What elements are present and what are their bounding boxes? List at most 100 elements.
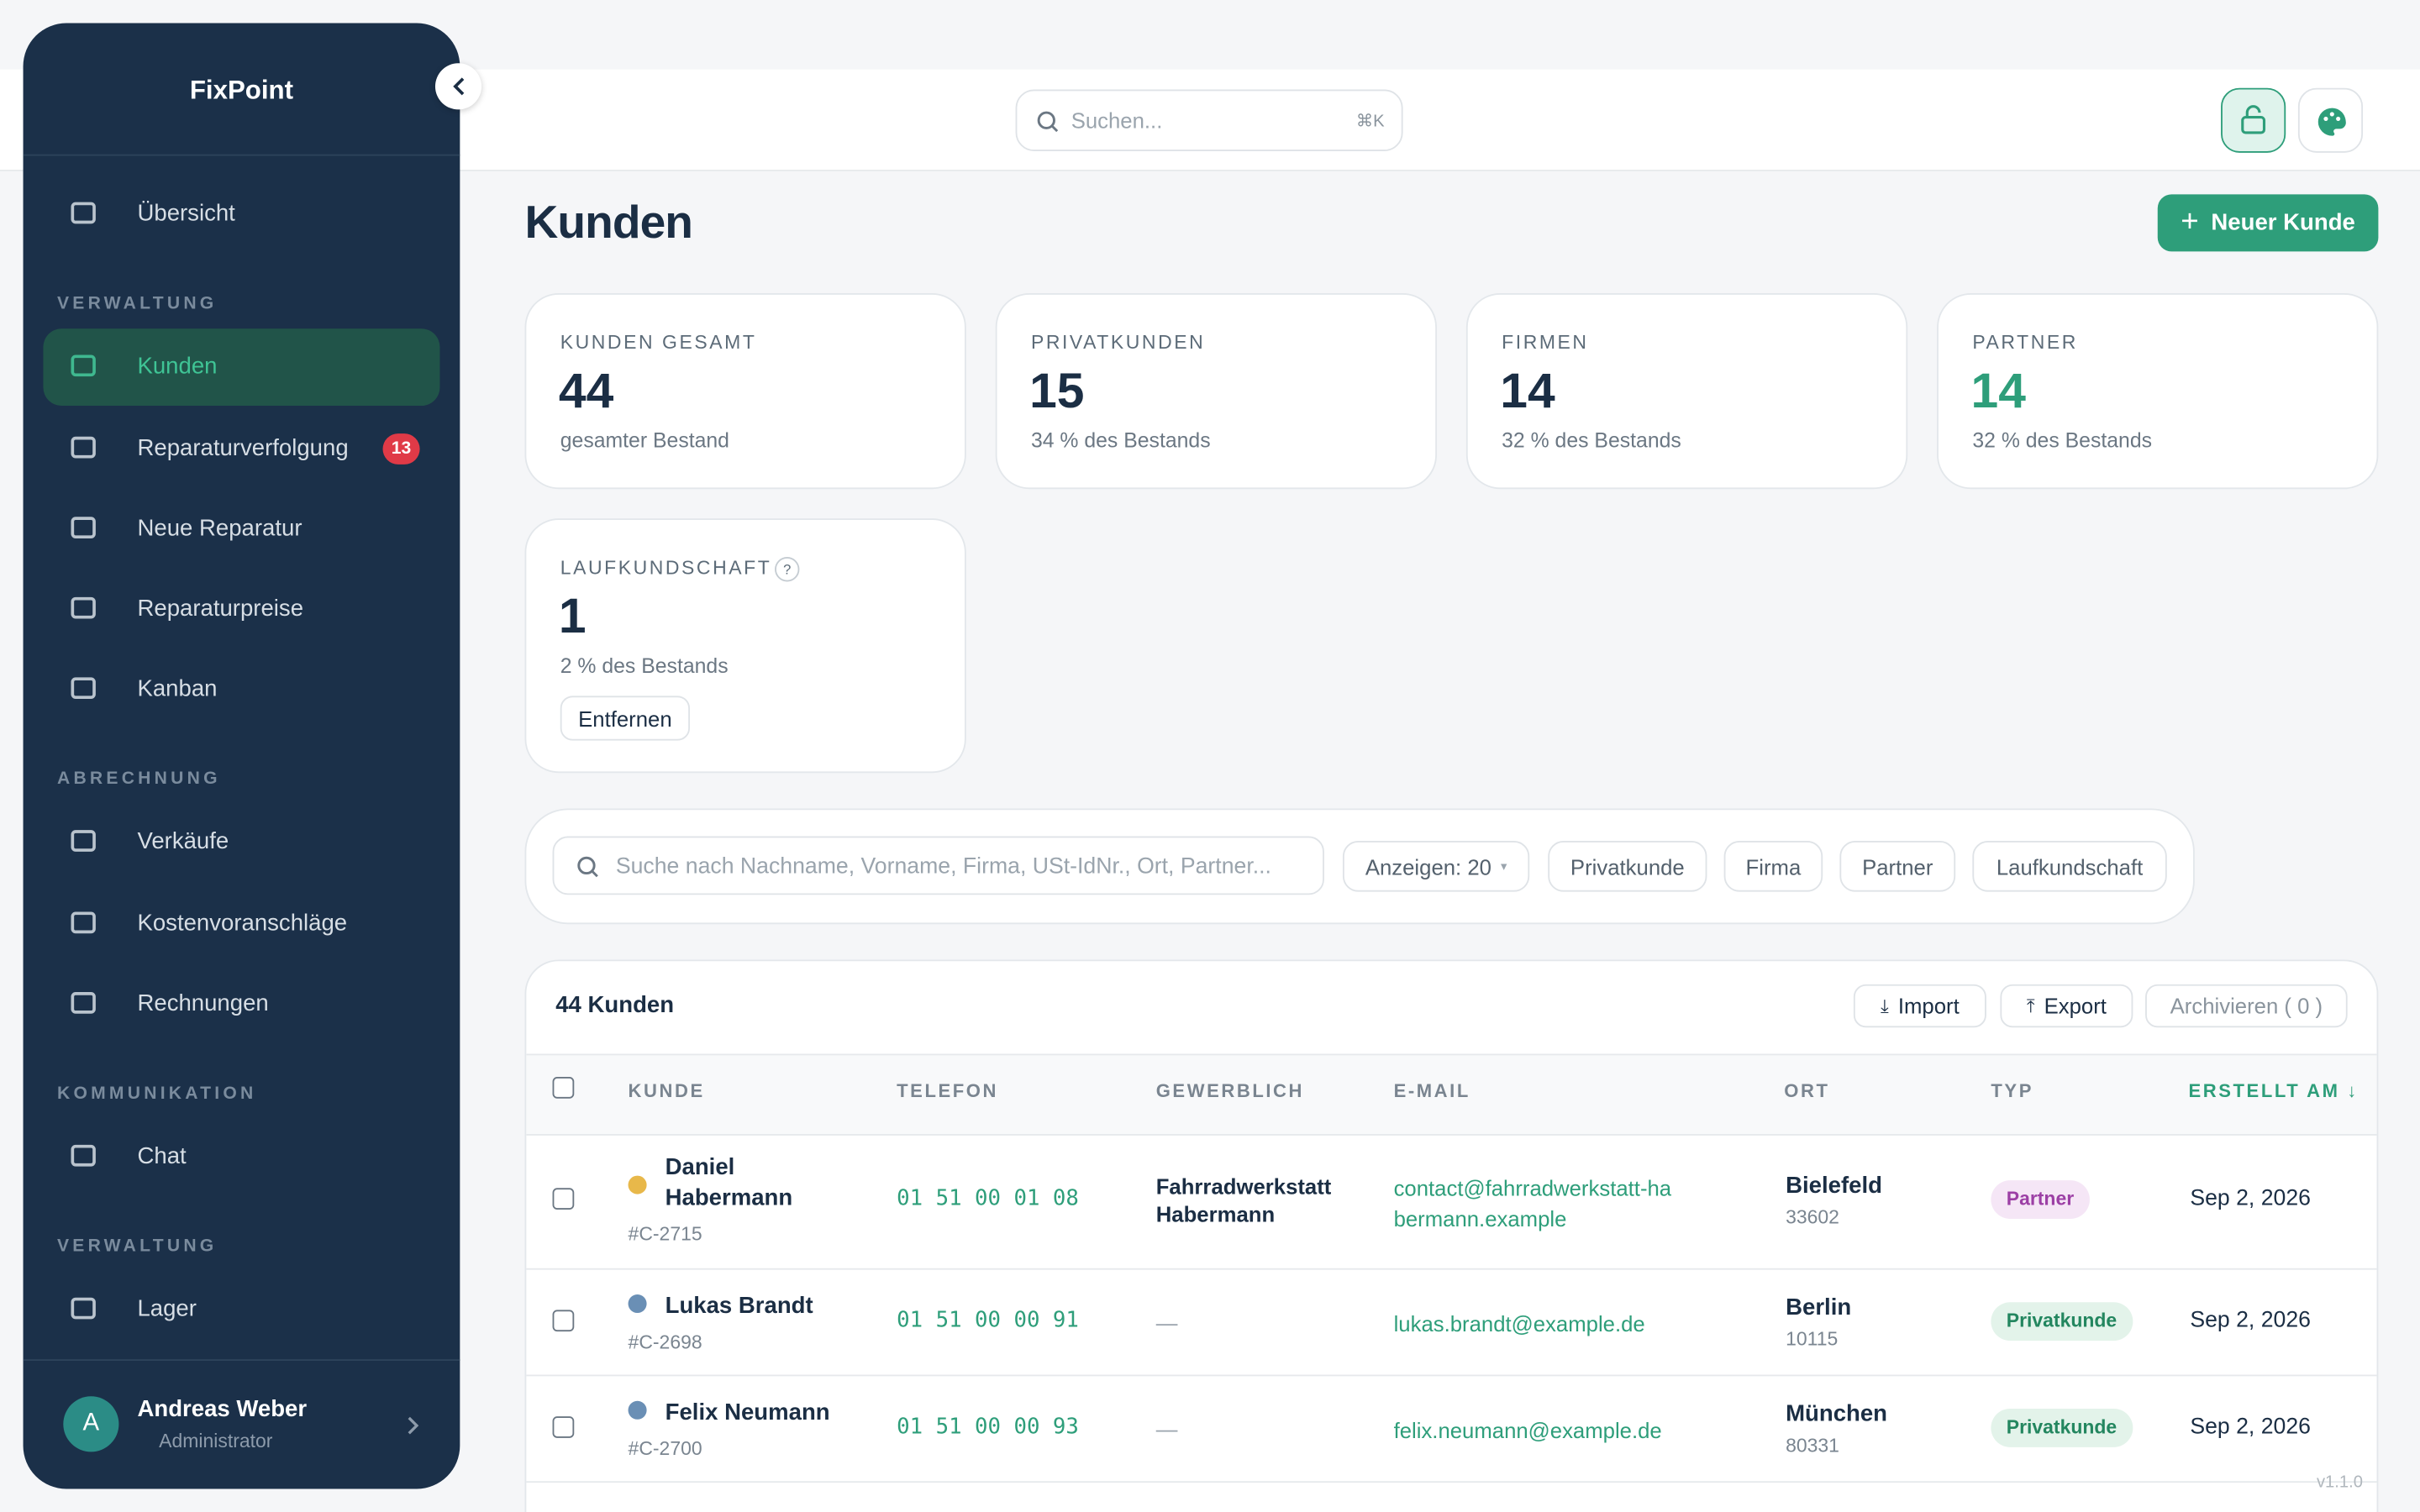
column-header[interactable]: E-MAIL <box>1394 1080 1470 1102</box>
email[interactable]: felix.neumann@example.de <box>1394 1414 1672 1445</box>
nav-item[interactable]: Rechnungen <box>137 990 268 1016</box>
nav-item[interactable]: Kostenvoranschläge <box>137 911 347 937</box>
avatar: A <box>63 1396 118 1452</box>
column-header[interactable]: GEWERBLICH <box>1156 1080 1304 1102</box>
global-search[interactable]: Suchen... ⌘K <box>1016 90 1403 151</box>
column-header[interactable]: ORT <box>1784 1080 1829 1102</box>
row-divider <box>526 1375 2376 1377</box>
divider <box>24 1359 460 1361</box>
lock-icon <box>2239 105 2267 136</box>
stat-note: 34 % des Bestands <box>1031 429 1211 453</box>
collapse-button[interactable] <box>435 63 481 109</box>
plus-icon: + <box>2181 205 2198 240</box>
stat-note: 32 % des Bestands <box>1502 429 1681 453</box>
new-customer-button[interactable]: + Neuer Kunde <box>2158 194 2379 251</box>
stat-card: PARTNER1432 % des Bestands <box>1937 293 2378 489</box>
email[interactable]: lukas.brandt@example.de <box>1394 1308 1672 1339</box>
section-title: KOMMUNIKATION <box>57 1084 257 1103</box>
checkbox[interactable] <box>553 1309 575 1331</box>
palette-icon <box>2317 107 2348 138</box>
created: Sep 2, 2026 <box>2190 1414 2311 1438</box>
section-title: VERWALTUNG <box>57 1237 218 1256</box>
created: Sep 2, 2026 <box>2190 1308 2311 1332</box>
stat-label: FIRMEN <box>1502 332 1588 354</box>
remove-button[interactable]: Entfernen <box>560 696 690 740</box>
search-placeholder: Suchen... <box>1071 108 1163 133</box>
nav-item[interactable]: Kanban <box>137 675 217 701</box>
customer-name[interactable]: Lukas Brandt <box>666 1290 881 1321</box>
zip: 80331 <box>1786 1434 1839 1456</box>
type-icon <box>629 1294 647 1312</box>
nav-icon <box>71 202 95 224</box>
nav-icon <box>71 677 95 699</box>
theme-button[interactable] <box>2298 88 2363 153</box>
stat-card: KUNDEN GESAMT44gesamter Bestand <box>524 293 965 489</box>
page-size[interactable]: Anzeigen: 20 ▾ <box>1343 841 1529 892</box>
filter-chip[interactable]: Privatkunde <box>1548 841 1707 892</box>
nav-item[interactable]: Reparaturpreise <box>137 596 303 622</box>
customer-name[interactable]: Felix Neumann <box>666 1397 881 1428</box>
created: Sep 2, 2026 <box>2190 1186 2311 1210</box>
phone[interactable]: 01 51 00 00 91 <box>897 1308 1079 1332</box>
page-title: Kunden <box>524 197 692 249</box>
filter-chip[interactable]: Firma <box>1724 841 1823 892</box>
stat-note: 32 % des Bestands <box>1972 429 2152 453</box>
column-header[interactable]: TYP <box>1991 1080 2033 1102</box>
divider <box>24 155 460 156</box>
chevron-left <box>450 76 466 97</box>
stat-value: 15 <box>1029 363 1084 420</box>
active-bg <box>43 328 439 406</box>
action-button[interactable]: ⤓Import <box>1854 984 1986 1027</box>
phone[interactable]: 01 51 00 00 93 <box>897 1414 1079 1438</box>
nav-icon <box>71 1145 95 1167</box>
checkbox[interactable] <box>553 1077 575 1099</box>
stat-label: LAUFKUNDSCHAFT <box>560 557 772 579</box>
phone[interactable]: 01 51 00 01 08 <box>897 1186 1079 1210</box>
brand: FixPoint <box>24 76 460 107</box>
nav-item[interactable]: Neue Reparatur <box>137 515 302 541</box>
column-header[interactable]: KUNDE <box>629 1080 705 1102</box>
type-badge: Privatkunde <box>1991 1301 2132 1340</box>
button-label: Neuer Kunde <box>2211 210 2354 236</box>
checkbox[interactable] <box>553 1187 575 1209</box>
nav-item[interactable]: Kunden <box>137 354 217 380</box>
nav-icon <box>71 354 95 376</box>
type-badge: Privatkunde <box>1991 1408 2132 1446</box>
business: Fahrradwerkstatt Habermann <box>1156 1172 1349 1227</box>
customer-name[interactable]: Daniel Habermann <box>666 1152 812 1214</box>
section-title: VERWALTUNG <box>57 295 218 313</box>
count-label: 44 Kunden <box>555 992 674 1018</box>
stat-note: gesamter Bestand <box>560 429 729 453</box>
caret: ▾ <box>1501 859 1507 874</box>
filter-chip[interactable]: Laufkundschaft <box>1972 841 2166 892</box>
customer-search[interactable]: Suche nach Nachname, Vorname, Firma, USt… <box>553 837 1324 895</box>
nav-item[interactable]: Reparaturverfolgung <box>137 435 348 461</box>
nav-item[interactable]: Chat <box>137 1143 186 1169</box>
stat-card: LAUFKUNDSCHAFT?12 % des BestandsEntferne… <box>524 518 965 773</box>
city: Bielefeld <box>1786 1172 1882 1198</box>
filter-chip[interactable]: Partner <box>1839 841 1955 892</box>
search-icon <box>1035 109 1060 134</box>
nav-item[interactable]: Übersicht <box>137 201 234 227</box>
column-header[interactable]: ERSTELLT AM ↓ <box>2188 1080 2358 1102</box>
lock-button[interactable] <box>2221 88 2286 153</box>
action-button[interactable]: ⤒Export <box>2000 984 2133 1027</box>
nav-item[interactable]: Verkäufe <box>137 828 229 854</box>
archive-button[interactable]: Archivieren ( 0 ) <box>2145 984 2348 1027</box>
zip: 10115 <box>1786 1328 1838 1350</box>
stat-card: FIRMEN1432 % des Bestands <box>1466 293 1907 489</box>
email[interactable]: contact@fahrradwerkstatt-habermann.examp… <box>1394 1172 1672 1233</box>
user-name[interactable]: Andreas Weber <box>137 1396 307 1422</box>
checkbox[interactable] <box>553 1415 575 1437</box>
city: Berlin <box>1786 1294 1851 1320</box>
sidebar: FixPoint A Andreas Weber Administrator Ü… <box>24 24 460 1489</box>
user-role: Administrator <box>159 1431 272 1452</box>
page-size-label: Anzeigen: 20 <box>1365 854 1491 879</box>
nav-item[interactable]: Lager <box>137 1296 196 1322</box>
stat-label: PRIVATKUNDEN <box>1031 332 1205 354</box>
column-header[interactable]: TELEFON <box>897 1080 998 1102</box>
nav-icon <box>71 597 95 619</box>
row-divider <box>526 1268 2376 1270</box>
